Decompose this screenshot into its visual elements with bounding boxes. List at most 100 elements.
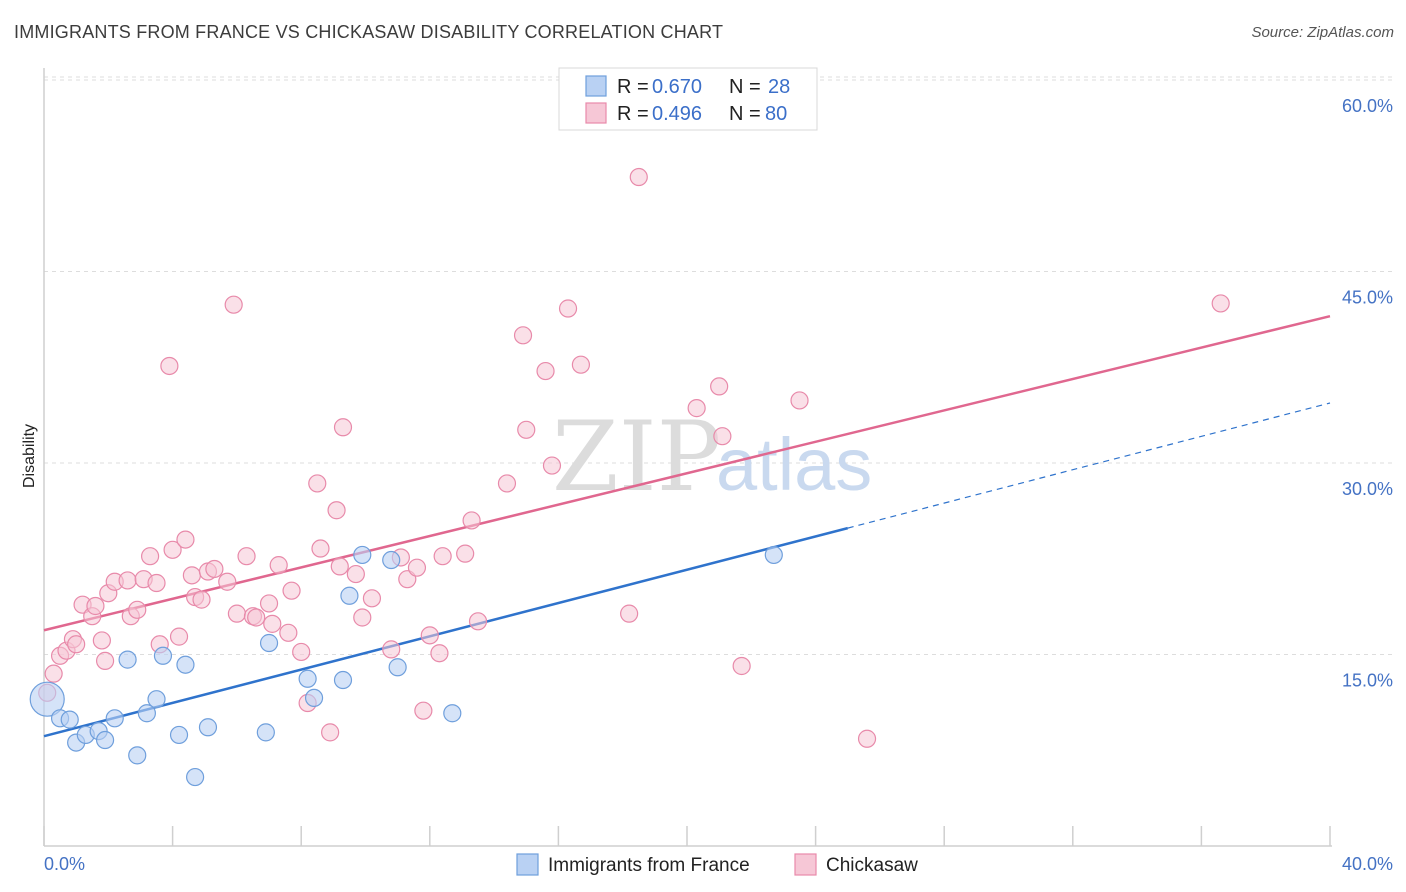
- chickasaw-point: [279, 623, 298, 642]
- chickasaw-point: [95, 651, 115, 670]
- chickasaw-point: [44, 664, 63, 683]
- legend-r-label-1: R =: [617, 76, 649, 98]
- chickasaw-point: [224, 295, 243, 314]
- y-tick-labels: 15.0% 30.0% 45.0% 60.0%: [1342, 96, 1393, 691]
- series-legend-label-france: Immigrants from France: [548, 855, 750, 876]
- france-point: [118, 650, 137, 669]
- chickasaw-point: [362, 589, 382, 608]
- chickasaw-point: [128, 600, 147, 619]
- chickasaw-point: [571, 355, 591, 374]
- chickasaw-point: [182, 566, 201, 585]
- france-points: [29, 545, 783, 787]
- chickasaw-point: [308, 474, 327, 493]
- chickasaw-point: [468, 612, 488, 631]
- chickasaw-trend-line: [43, 314, 1331, 632]
- france-point: [304, 688, 324, 708]
- chickasaw-point: [536, 361, 555, 381]
- france-point: [353, 545, 372, 565]
- france-point: [95, 730, 115, 750]
- chickasaw-point: [333, 418, 353, 437]
- chart-title: IMMIGRANTS FROM FRANCE VS CHICKASAW DISA…: [14, 22, 724, 42]
- france-point: [298, 669, 317, 688]
- legend-r-label-2: R =: [617, 103, 649, 125]
- france-point: [29, 681, 65, 717]
- chickasaw-point: [433, 547, 452, 566]
- chickasaw-point: [147, 573, 166, 593]
- chickasaw-point: [456, 544, 475, 563]
- series-legend-label-chickasaw: Chickasaw: [826, 855, 918, 876]
- france-point: [105, 709, 124, 728]
- chickasaw-point: [176, 530, 195, 549]
- chickasaw-point: [517, 420, 536, 439]
- chickasaw-point: [163, 540, 182, 559]
- chickasaw-point: [513, 326, 533, 345]
- chickasaw-point: [1211, 294, 1230, 313]
- y-tick-label: 15.0%: [1342, 671, 1393, 691]
- chickasaw-point: [346, 564, 365, 584]
- chickasaw-point: [218, 572, 237, 591]
- source-credit: Source: ZipAtlas.com: [1251, 24, 1394, 41]
- france-point: [176, 655, 195, 674]
- y-tick-label: 30.0%: [1342, 479, 1393, 499]
- chickasaw-point: [259, 594, 279, 613]
- france-trend-extension: [847, 402, 1331, 529]
- chickasaw-point: [732, 656, 751, 676]
- watermark-zip: ZIP: [552, 401, 721, 513]
- chickasaw-point: [282, 581, 301, 600]
- chickasaw-point: [321, 723, 340, 742]
- series-legend-swatch-france: [516, 853, 539, 876]
- x-tick-label-min: 0.0%: [44, 854, 85, 874]
- legend-n-label-2: N =: [729, 103, 761, 125]
- legend-r-value-2: 0.496: [652, 103, 702, 125]
- france-point: [186, 767, 205, 787]
- legend-n-label-1: N =: [729, 76, 761, 98]
- legend-r-value-1: 0.670: [652, 76, 702, 98]
- france-point: [333, 670, 353, 690]
- chickasaw-point: [92, 631, 111, 650]
- chickasaw-point: [86, 596, 105, 616]
- chickasaw-point: [497, 474, 517, 493]
- legend-n-value-1: 28: [768, 76, 790, 98]
- chickasaw-point: [140, 547, 160, 566]
- france-point: [147, 690, 166, 709]
- france-point: [259, 633, 279, 653]
- chickasaw-point: [790, 391, 809, 410]
- france-point: [764, 545, 783, 565]
- chickasaw-point: [118, 571, 137, 590]
- chickasaw-point: [205, 559, 224, 579]
- chickasaw-point: [269, 556, 288, 575]
- y-axis-title: Disability: [21, 424, 38, 488]
- chickasaw-point: [330, 557, 349, 576]
- chickasaw-point: [407, 558, 427, 577]
- chickasaw-point: [558, 299, 578, 318]
- chickasaw-point: [353, 608, 372, 627]
- france-point: [137, 704, 156, 723]
- france-point: [382, 550, 401, 570]
- chickasaw-point: [311, 539, 330, 558]
- gridlines: [44, 76, 1393, 655]
- france-point: [169, 725, 189, 745]
- series-legend-swatch-chickasaw: [794, 853, 817, 876]
- chickasaw-point: [292, 642, 311, 662]
- chickasaw-point: [420, 626, 439, 645]
- y-tick-label: 45.0%: [1342, 288, 1393, 308]
- trend-lines: [43, 314, 1331, 738]
- france-point: [128, 746, 147, 765]
- france-point: [388, 658, 407, 677]
- chickasaw-point: [542, 456, 562, 475]
- legend-swatch-blue: [585, 75, 607, 97]
- france-point: [443, 704, 462, 723]
- legend-swatch-pink: [585, 102, 607, 124]
- chickasaw-point: [192, 590, 211, 609]
- watermark: ZIP atlas: [552, 401, 872, 513]
- watermark-atlas: atlas: [716, 423, 872, 506]
- chickasaw-point: [160, 356, 179, 376]
- chickasaw-point: [430, 644, 449, 663]
- y-tick-label: 60.0%: [1342, 96, 1393, 116]
- chickasaw-point: [247, 608, 266, 627]
- chickasaw-point: [629, 167, 648, 187]
- chickasaw-point: [620, 604, 639, 623]
- stats-legend: R = 0.670 N = 28 R = 0.496 N = 80: [558, 67, 818, 131]
- chickasaw-point: [414, 701, 433, 720]
